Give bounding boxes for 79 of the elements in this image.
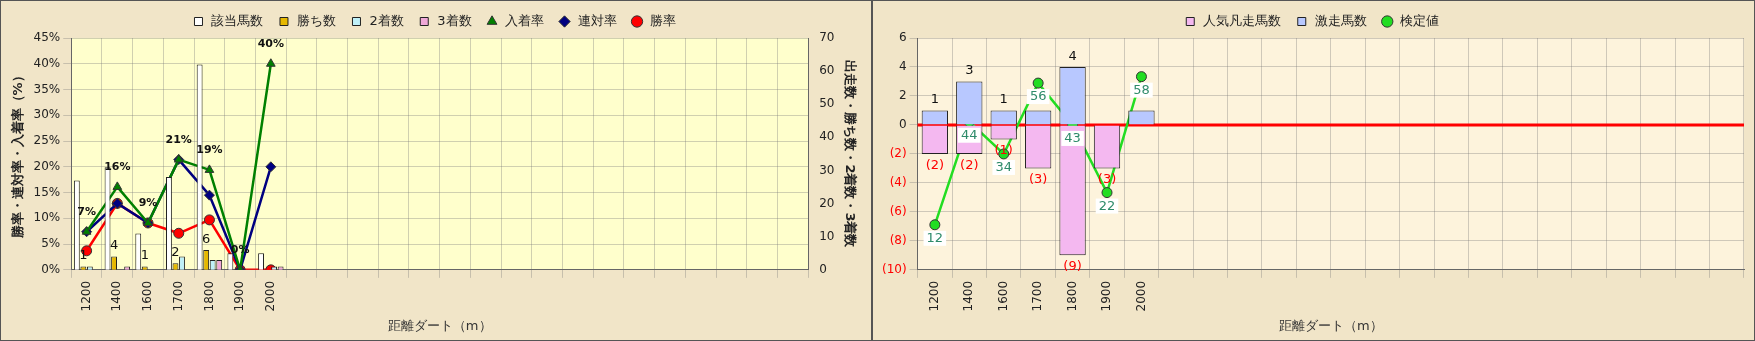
legend-label: 勝率 <box>650 12 677 28</box>
x-tick-label: 1200 <box>78 280 93 312</box>
y2-tick-label: 50 <box>819 96 835 111</box>
data-label: (2) <box>925 156 945 172</box>
legend-label: 入着率 <box>505 12 545 28</box>
x-tick-label: 1200 <box>926 280 941 312</box>
data-label: (2) <box>960 156 979 172</box>
data-label: 2 <box>171 244 180 260</box>
legend-label: 激走馬数 <box>1314 12 1367 28</box>
data-label: 21% <box>165 132 192 146</box>
data-label: (3) <box>1028 171 1048 187</box>
y-tick-label: 10% <box>33 210 61 225</box>
y-tick-label: 20% <box>33 158 61 173</box>
y-tick-label: 15% <box>33 184 61 199</box>
x-tick-label: 1700 <box>1030 280 1045 312</box>
data-label: 56 <box>1029 88 1047 104</box>
data-label: 3 <box>965 62 974 78</box>
x-tick-label: 1600 <box>140 280 155 312</box>
y-tick-label: (6) <box>889 204 907 219</box>
y-tick-label: 0 <box>898 117 907 132</box>
x-tick-label: 2000 <box>262 280 277 312</box>
y-tick-label: 40% <box>33 55 61 70</box>
legend-label: 3着数 <box>437 12 472 28</box>
x-tick-label: 1800 <box>201 280 216 312</box>
data-label: 34 <box>995 159 1012 175</box>
data-label: 4 <box>1068 47 1077 63</box>
y-tick-label: 30% <box>33 107 61 122</box>
y2-tick-label: 70 <box>819 30 835 45</box>
y-axis-title: 勝率・連対率・入着率（%） <box>10 69 26 240</box>
x-tick-label: 1800 <box>1064 280 1079 312</box>
x-tick-label: 1400 <box>109 280 124 312</box>
data-label: 16% <box>104 160 131 174</box>
legend-label: 勝ち数 <box>296 12 336 28</box>
data-label: 1 <box>930 91 939 107</box>
x-axis-title: 距離ダート（m） <box>1278 317 1383 333</box>
legend-label: 人気凡走馬数 <box>1203 12 1282 28</box>
data-label: 1 <box>140 247 149 263</box>
data-label: 43 <box>1064 130 1081 146</box>
y-tick-label: 35% <box>33 81 61 96</box>
y-tick-label: (4) <box>889 175 907 190</box>
y2-tick-label: 40 <box>819 129 835 144</box>
y-tick-label: 6 <box>898 30 907 45</box>
data-label: 1 <box>999 91 1008 107</box>
y2-tick-label: 10 <box>819 228 835 243</box>
data-label: 44 <box>961 127 978 143</box>
y2-tick-label: 0 <box>819 261 827 276</box>
data-label: 22 <box>1098 197 1116 213</box>
y2-tick-label: 60 <box>819 63 835 78</box>
x-tick-label: 2000 <box>1133 280 1148 312</box>
y-tick-label: 2 <box>898 88 907 103</box>
x-tick-label: 1600 <box>995 280 1010 312</box>
x-tick-label: 1700 <box>170 280 185 312</box>
y2-tick-label: 30 <box>819 162 835 177</box>
x-tick-label: 1900 <box>232 280 247 312</box>
data-label: 40% <box>257 37 285 51</box>
y-tick-label: 4 <box>898 59 907 74</box>
y-tick-label: 25% <box>33 133 61 148</box>
data-label: 12 <box>926 230 944 246</box>
x-axis-title: 距離ダート（m） <box>387 317 492 333</box>
data-label: 9% <box>138 196 158 210</box>
y-tick-label: (2) <box>889 146 907 161</box>
data-label: 0% <box>230 243 250 257</box>
data-label: 6 <box>202 230 211 246</box>
legend-label: 2着数 <box>369 12 404 28</box>
legend-label: 検定値 <box>1400 12 1440 28</box>
y-tick-label: 0% <box>41 261 61 276</box>
y2-tick-label: 20 <box>819 195 835 210</box>
data-label: 58 <box>1133 82 1150 98</box>
y-tick-label: (8) <box>889 233 907 247</box>
y2-axis-title: 出走数・勝ち数・2着数・3着数 <box>842 60 858 249</box>
data-label: 4 <box>109 237 119 253</box>
legend-label: 該当馬数 <box>211 12 264 28</box>
y-tick-label: 5% <box>41 236 61 251</box>
data-label: 19% <box>196 143 223 157</box>
x-tick-label: 1900 <box>1099 280 1114 312</box>
legend-label: 連対率 <box>577 12 617 28</box>
y-tick-label: 45% <box>33 30 61 45</box>
x-tick-label: 1400 <box>961 280 976 312</box>
y-tick-label: (10) <box>881 261 907 276</box>
